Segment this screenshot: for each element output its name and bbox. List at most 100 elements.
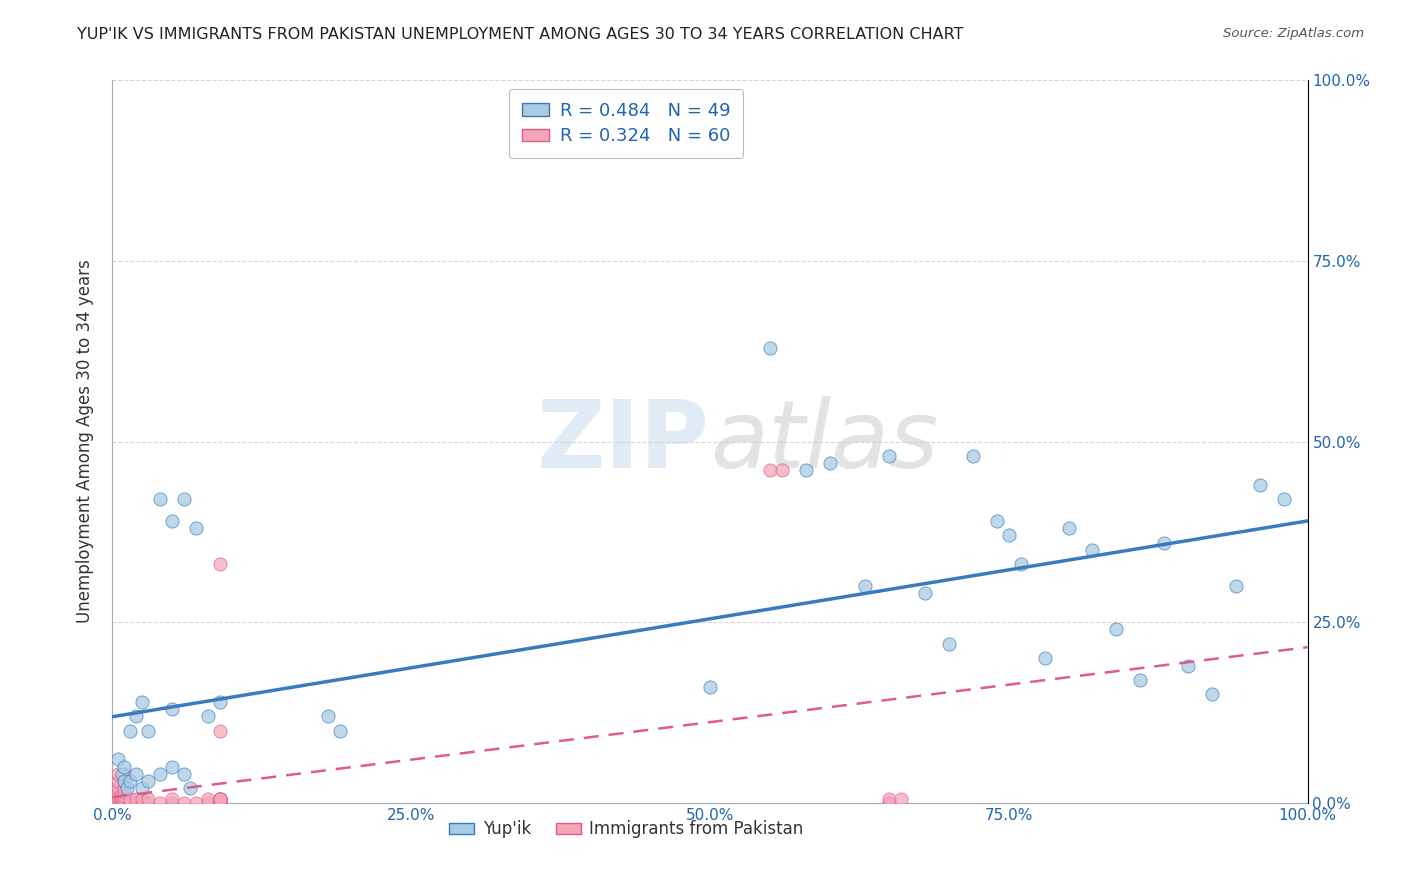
Point [316,709,339,723]
Point [179,781,201,796]
Point [209,792,232,806]
Point [120,792,142,806]
Point [162,514,183,528]
Point [209,796,232,810]
Point [209,792,232,806]
Point [209,796,232,810]
Point [197,796,219,810]
Point [209,792,232,806]
Point [173,796,195,810]
Point [162,796,183,810]
Point [162,792,183,806]
Point [105,789,128,803]
Point [998,528,1021,542]
Point [173,767,195,781]
Point [114,785,135,799]
Point [1010,558,1032,572]
Point [1201,687,1223,701]
Point [107,796,129,810]
Legend: Yup'ik, Immigrants from Pakistan: Yup'ik, Immigrants from Pakistan [443,814,810,845]
Point [962,449,984,463]
Point [114,774,135,789]
Point [209,695,232,709]
Point [209,796,232,810]
Point [1153,535,1175,549]
Text: Source: ZipAtlas.com: Source: ZipAtlas.com [1223,27,1364,40]
Point [879,796,901,810]
Point [770,463,793,477]
Point [1105,623,1128,637]
Point [125,709,148,723]
Point [125,767,148,781]
Point [1129,673,1152,687]
Point [209,558,232,572]
Point [855,579,877,593]
Point [125,796,148,810]
Point [107,781,129,796]
Point [138,723,160,738]
Point [107,774,129,789]
Point [890,792,912,806]
Point [209,796,232,810]
Point [209,792,232,806]
Point [114,789,135,803]
Point [149,796,172,810]
Point [173,492,195,507]
Point [197,709,219,723]
Point [197,792,219,806]
Point [1272,492,1295,507]
Point [209,796,232,810]
Text: YUP'IK VS IMMIGRANTS FROM PAKISTAN UNEMPLOYMENT AMONG AGES 30 TO 34 YEARS CORREL: YUP'IK VS IMMIGRANTS FROM PAKISTAN UNEMP… [77,27,965,42]
Text: atlas: atlas [710,396,938,487]
Point [1249,478,1271,492]
Point [114,760,135,774]
Point [111,796,134,810]
Point [1057,521,1080,535]
Point [110,792,132,806]
Point [914,586,936,600]
Point [1033,651,1056,665]
Point [879,449,901,463]
Point [114,796,135,810]
Point [111,792,134,806]
Point [209,723,232,738]
Point [107,792,129,806]
Point [120,796,142,810]
Point [149,767,172,781]
Point [138,792,160,806]
Point [114,781,135,796]
Point [759,341,782,355]
Point [120,774,142,789]
Point [107,789,129,803]
Point [101,796,124,810]
Point [115,781,138,796]
Point [209,796,232,810]
Point [986,514,1008,528]
Point [105,792,128,806]
Point [162,760,183,774]
Point [209,792,232,806]
Point [209,796,232,810]
Point [879,796,901,810]
Point [1081,542,1104,557]
Point [125,792,148,806]
Point [759,463,782,477]
Point [149,492,172,507]
Point [120,723,142,738]
Point [209,796,232,810]
Point [111,767,134,781]
Text: ZIP: ZIP [537,395,710,488]
Point [938,637,960,651]
Point [186,521,208,535]
Point [131,796,153,810]
Point [879,792,901,806]
Point [131,695,153,709]
Point [209,792,232,806]
Point [107,752,129,766]
Point [101,792,124,806]
Point [110,789,132,803]
Point [114,767,135,781]
Point [1177,658,1199,673]
Y-axis label: Unemployment Among Ages 30 to 34 years: Unemployment Among Ages 30 to 34 years [76,260,94,624]
Point [114,774,135,789]
